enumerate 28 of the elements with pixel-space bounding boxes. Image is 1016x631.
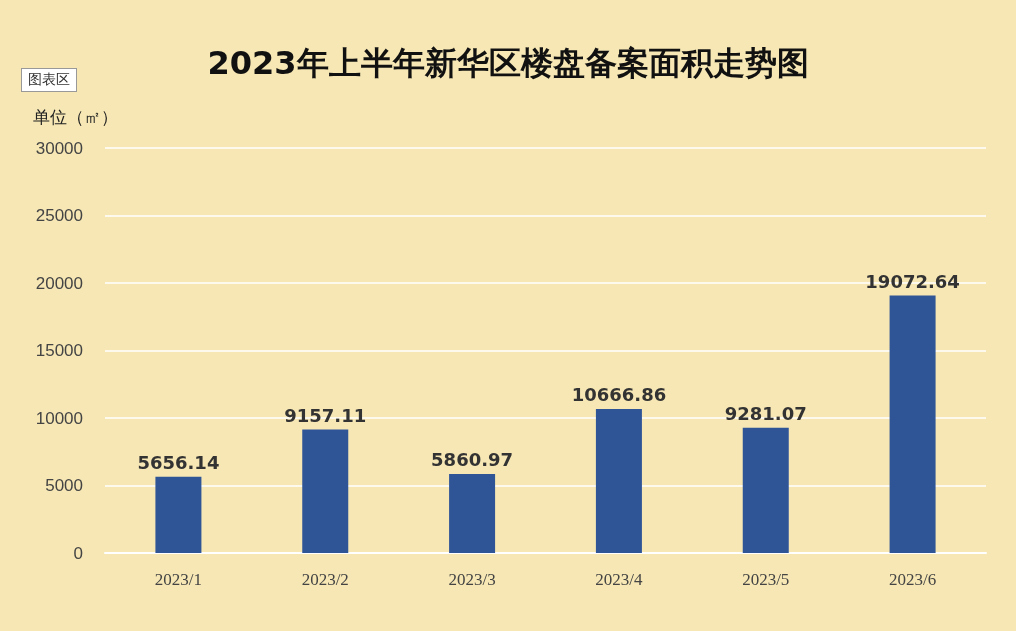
bar: [449, 473, 496, 553]
text: 图表区: [21, 68, 77, 92]
bar: [302, 429, 349, 553]
y-tick-label: 25000: [35, 206, 83, 225]
data-label: 5656.14: [137, 452, 220, 474]
y-tick-label: 10000: [35, 408, 83, 428]
x-tick-label: 2023/4: [595, 570, 644, 589]
bar: [155, 476, 202, 553]
x-tick-label: 2023/5: [742, 570, 790, 589]
y-tick-label: 0: [73, 543, 83, 563]
y-tick-label: 20000: [35, 273, 83, 293]
data-label: 19072.64: [865, 271, 960, 293]
y-tick-label: 5000: [45, 476, 83, 495]
bar: [742, 427, 789, 553]
x-tick-label: 2023/6: [888, 570, 937, 589]
bar: [595, 409, 642, 553]
data-label: 5860.97: [431, 449, 514, 471]
data-label: 10666.86: [571, 384, 667, 406]
y-axis-title: 单位（㎡）: [33, 108, 118, 127]
data-label: 9157.11: [284, 404, 367, 426]
x-tick-label: 2023/1: [154, 570, 203, 589]
y-tick-label: 15000: [35, 341, 83, 360]
x-tick-label: 2023/2: [301, 570, 349, 589]
x-tick-label: 2023/3: [448, 570, 496, 589]
y-tick-label: 30000: [35, 138, 83, 158]
chart-title: 2023年上半年新华区楼盘备案面积走势图: [207, 44, 809, 82]
data-label: 9281.07: [724, 403, 807, 425]
bar: [889, 295, 936, 553]
